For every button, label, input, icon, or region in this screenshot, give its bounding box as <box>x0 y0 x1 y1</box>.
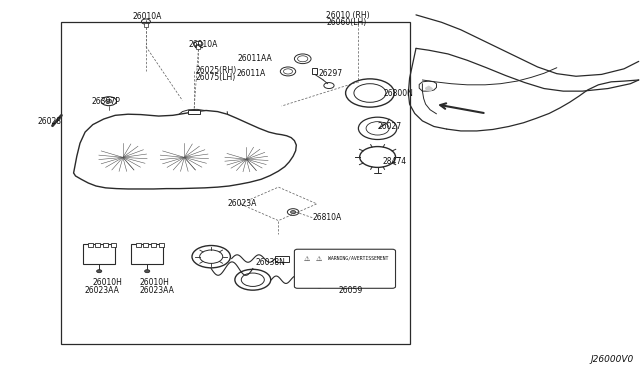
Text: 26010 (RH): 26010 (RH) <box>326 11 370 20</box>
FancyBboxPatch shape <box>294 249 396 288</box>
Bar <box>143 243 148 247</box>
Circle shape <box>106 99 112 103</box>
Bar <box>196 45 200 49</box>
Bar <box>131 244 163 264</box>
Bar <box>159 243 164 247</box>
Bar <box>312 68 317 74</box>
Text: 26023AA: 26023AA <box>85 286 120 295</box>
Text: 28474: 28474 <box>382 157 406 166</box>
Text: 26010A: 26010A <box>132 12 162 21</box>
Circle shape <box>291 211 296 214</box>
Bar <box>275 256 289 262</box>
Circle shape <box>97 270 102 273</box>
Text: 26025(RH): 26025(RH) <box>195 66 236 75</box>
Text: 26800N: 26800N <box>384 89 414 98</box>
Bar <box>95 243 100 247</box>
Bar <box>111 243 116 247</box>
Text: 26010H: 26010H <box>93 278 122 287</box>
Bar <box>188 110 200 114</box>
Text: 26010H: 26010H <box>140 278 170 287</box>
Bar <box>61 22 410 344</box>
Text: 26027: 26027 <box>378 122 402 131</box>
Text: WARNING/AVERTISSEMENT: WARNING/AVERTISSEMENT <box>328 256 388 260</box>
Bar <box>357 282 370 287</box>
Text: 26075(LH): 26075(LH) <box>195 73 236 81</box>
Text: 26011AA: 26011AA <box>237 54 272 63</box>
Text: ⚠: ⚠ <box>316 256 322 262</box>
Text: J26000V0: J26000V0 <box>590 355 634 364</box>
Text: 26059: 26059 <box>339 286 363 295</box>
Text: 26023A: 26023A <box>227 199 257 208</box>
Text: 26397P: 26397P <box>92 97 120 106</box>
Text: ⚠: ⚠ <box>304 256 310 262</box>
Polygon shape <box>74 110 296 189</box>
Bar <box>151 243 156 247</box>
Bar <box>136 243 141 247</box>
Text: 26028: 26028 <box>38 117 61 126</box>
Bar <box>88 243 93 247</box>
Circle shape <box>145 270 150 273</box>
Text: 26011A: 26011A <box>236 69 266 78</box>
Text: 26023AA: 26023AA <box>140 286 174 295</box>
Text: 26038N: 26038N <box>256 258 286 267</box>
Bar <box>83 244 115 264</box>
Bar <box>144 23 148 27</box>
Text: 26010A: 26010A <box>189 40 218 49</box>
Text: 26810A: 26810A <box>312 213 342 222</box>
Text: 26297: 26297 <box>319 69 343 78</box>
Polygon shape <box>426 86 432 91</box>
Bar <box>103 243 108 247</box>
Text: 26060(LH): 26060(LH) <box>326 18 367 27</box>
